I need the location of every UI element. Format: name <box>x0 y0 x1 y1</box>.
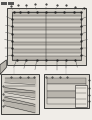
Polygon shape <box>5 78 35 86</box>
Polygon shape <box>5 83 35 93</box>
Bar <box>12 23 81 27</box>
Bar <box>12 34 81 38</box>
Polygon shape <box>0 60 6 74</box>
Polygon shape <box>5 92 35 106</box>
Bar <box>8 2 14 5</box>
Bar <box>12 53 81 56</box>
Bar <box>12 38 81 42</box>
Bar <box>44 74 89 108</box>
Polygon shape <box>5 88 35 100</box>
Bar <box>12 16 81 19</box>
Bar <box>12 49 81 53</box>
Bar <box>47 91 86 98</box>
Bar <box>12 45 81 49</box>
Bar <box>47 98 86 104</box>
Bar <box>12 27 81 30</box>
Bar <box>1 2 7 5</box>
Bar <box>12 42 81 45</box>
Bar <box>1 74 39 114</box>
Bar <box>75 85 87 107</box>
Bar <box>47 78 86 84</box>
Bar <box>12 12 81 60</box>
Bar <box>7 8 86 65</box>
Bar <box>12 56 81 60</box>
Bar <box>12 12 81 16</box>
Bar <box>12 30 81 34</box>
Polygon shape <box>5 97 35 113</box>
Bar <box>47 84 86 91</box>
Bar <box>12 19 81 23</box>
